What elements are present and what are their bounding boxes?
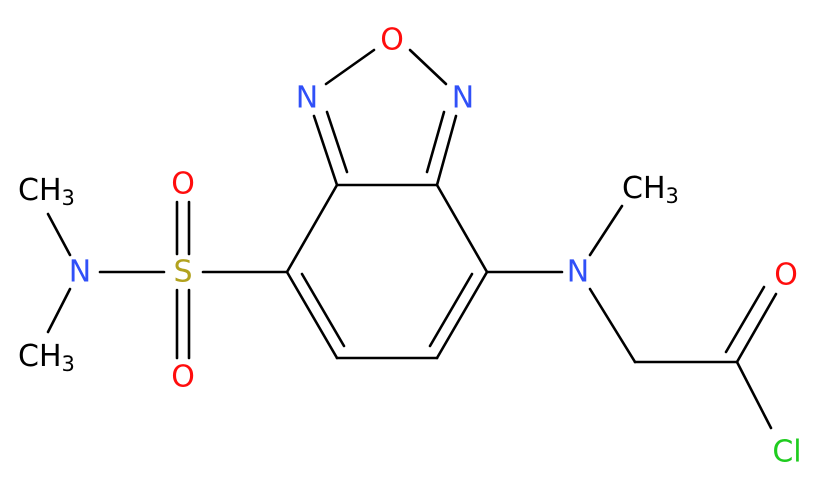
atom-label: O <box>774 258 798 293</box>
label-sub: 3 <box>666 184 679 208</box>
atom-label: O <box>380 23 404 58</box>
atom-label: Cl <box>772 435 801 470</box>
atom-label: N <box>69 255 91 290</box>
label-sub: 3 <box>62 352 75 376</box>
label-sub: 3 <box>62 186 75 210</box>
atom-label: CH3 <box>18 173 75 211</box>
atom-label: CH3 <box>622 171 679 209</box>
atom-label: N <box>567 255 589 290</box>
label-main: CH <box>18 339 62 374</box>
atom-label: O <box>171 167 195 202</box>
atom-label: CH3 <box>18 339 75 377</box>
atom-label: S <box>173 255 192 290</box>
bonds <box>46 48 778 430</box>
atom-label: N <box>452 81 474 116</box>
label-main: CH <box>622 171 666 206</box>
atom-label: N <box>296 81 318 116</box>
atom-label: O <box>171 360 195 395</box>
label-main: CH <box>18 173 62 208</box>
